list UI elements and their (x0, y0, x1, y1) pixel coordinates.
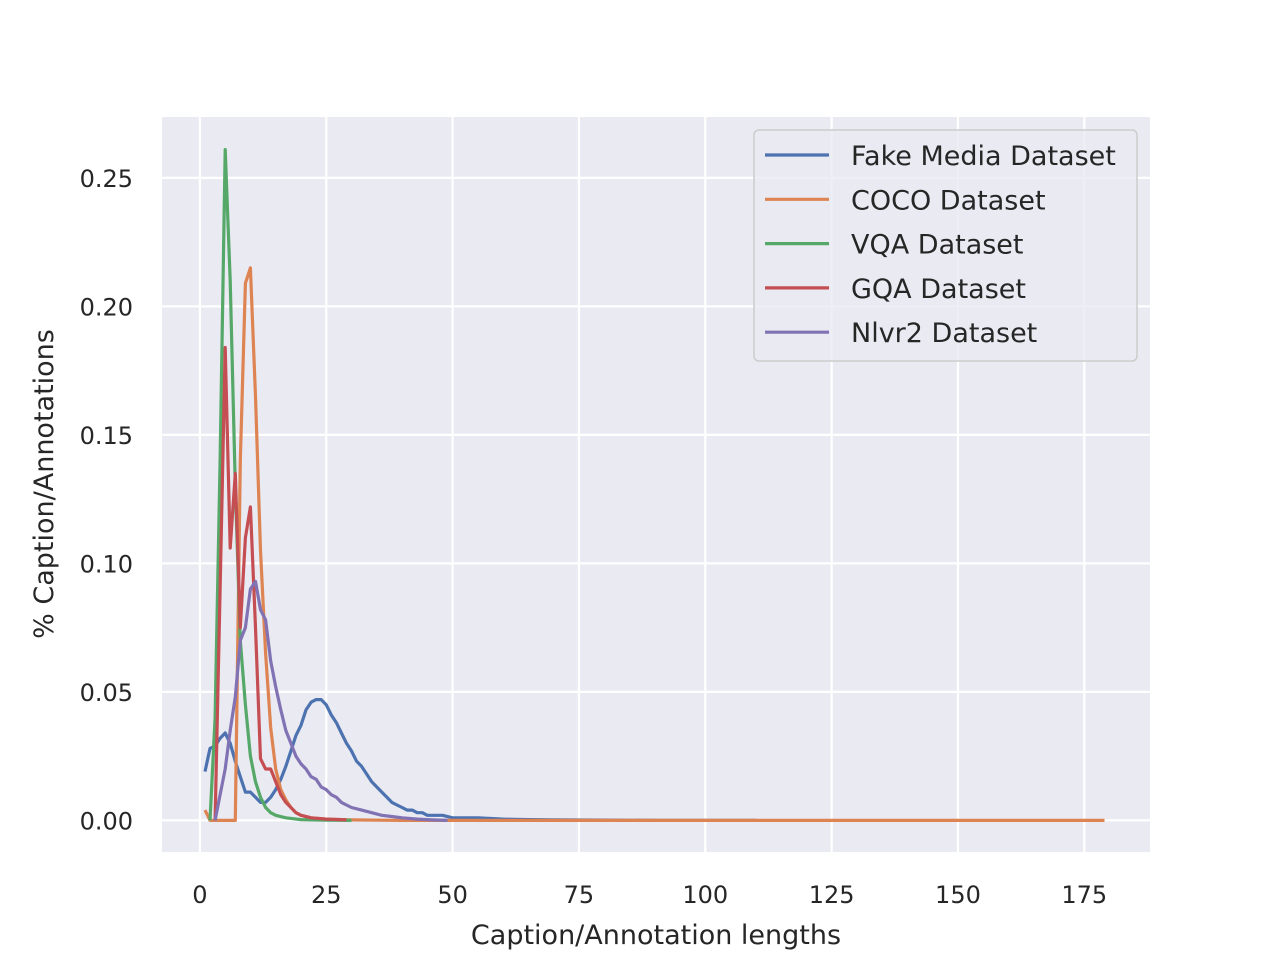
y-tick-label: 0.20 (80, 293, 133, 321)
x-tick-label: 0 (192, 881, 207, 909)
y-tick-label: 0.10 (80, 550, 133, 578)
series-line (213, 579, 448, 822)
x-tick-label: 50 (437, 881, 468, 909)
y-tick-label: 0.15 (80, 422, 133, 450)
x-tick-label: 125 (809, 881, 855, 909)
x-tick-label: 75 (564, 881, 595, 909)
legend-label: GQA Dataset (851, 274, 1026, 305)
x-tick-label: 100 (682, 881, 728, 909)
y-tick-labels: 0.00 0.05 0.10 0.15 0.20 0.25 (80, 165, 133, 835)
legend-label: VQA Dataset (851, 230, 1024, 261)
legend-label: COCO Dataset (851, 185, 1046, 216)
legend: Fake Media Dataset COCO Dataset VQA Datase… (753, 129, 1138, 362)
y-tick-label: 0.05 (80, 679, 133, 707)
x-tick-label: 150 (935, 881, 981, 909)
y-tick-label: 0.00 (80, 807, 133, 835)
series-line (203, 266, 1105, 822)
series-lines (203, 148, 1105, 822)
series-line (213, 345, 347, 822)
series-line (203, 698, 756, 822)
legend-box (753, 129, 1138, 362)
x-axis-label: Caption/Annotation lengths (471, 920, 841, 951)
legend-label: Nlvr2 Dataset (851, 318, 1037, 349)
x-tick-label: 175 (1061, 881, 1107, 909)
x-tick-label: 25 (311, 881, 342, 909)
y-tick-label: 0.25 (80, 165, 133, 193)
x-tick-labels: 0 25 50 75 100 125 150 175 (192, 881, 1107, 909)
series-line (208, 148, 352, 822)
legend-label: Fake Media Dataset (851, 141, 1116, 172)
y-axis-label: % Caption/Annotations (29, 329, 60, 639)
